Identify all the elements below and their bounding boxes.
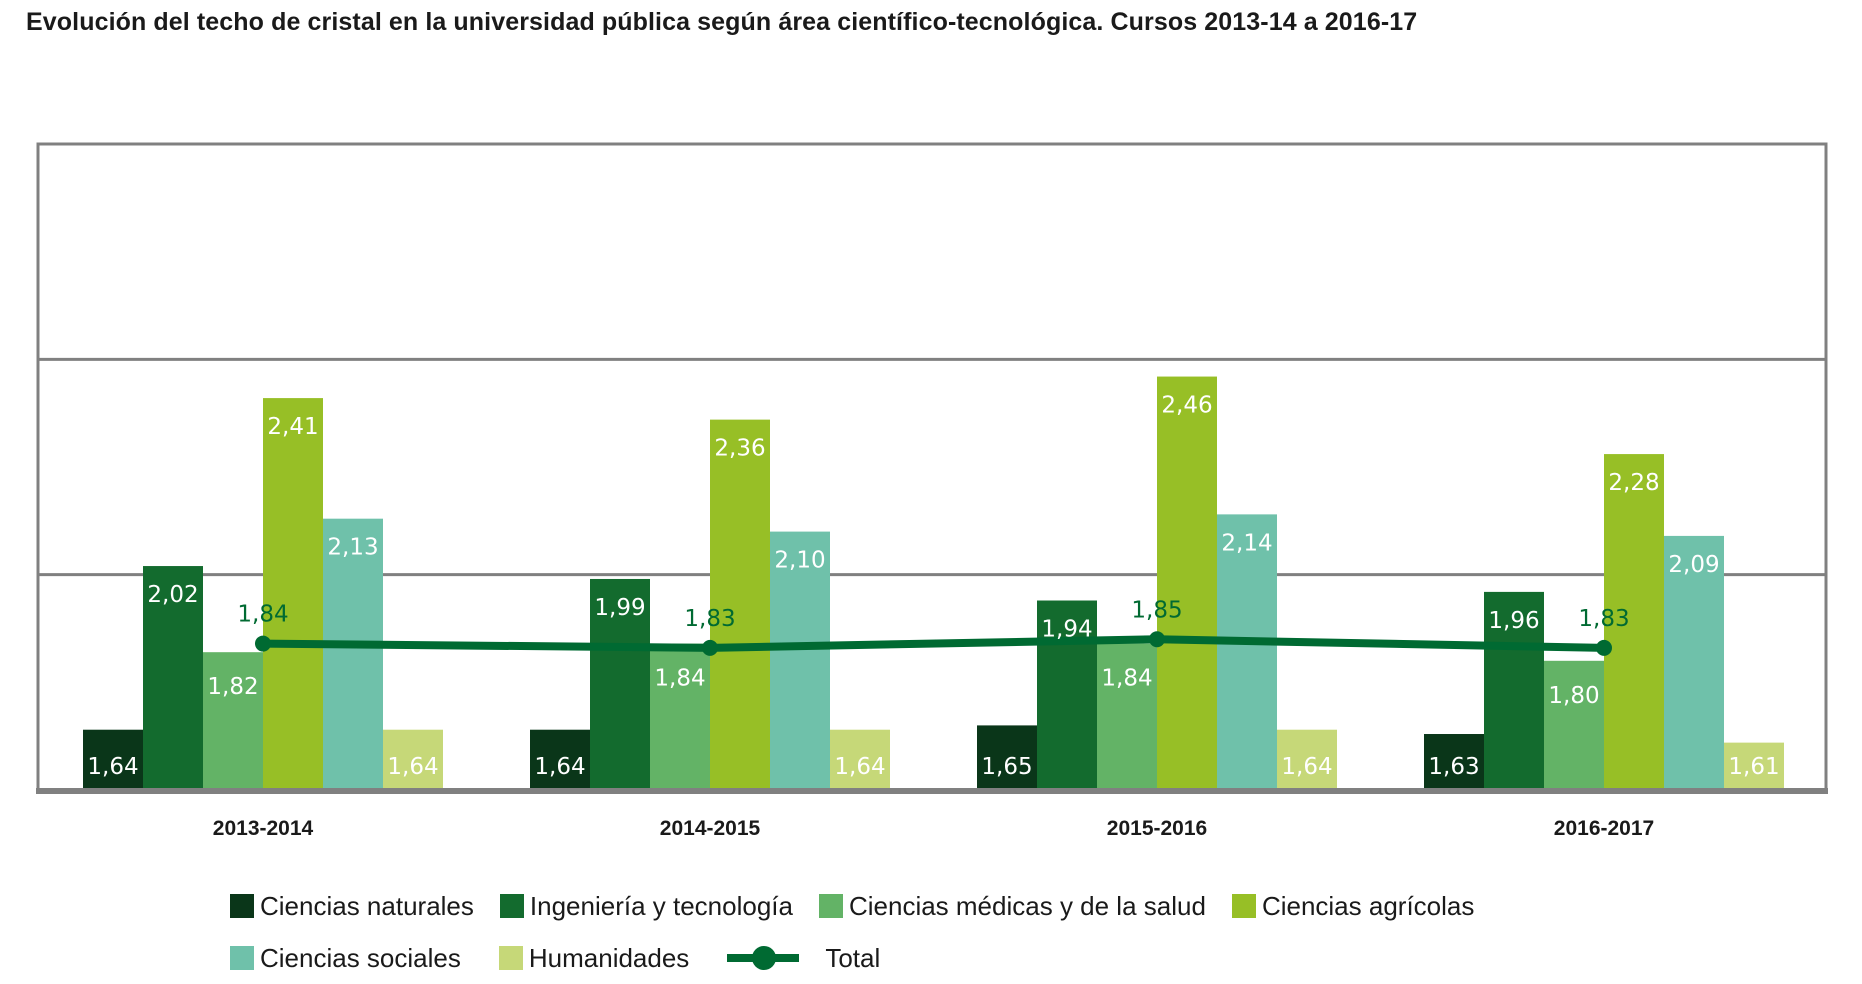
total-value-label: 1,83	[684, 606, 735, 632]
bar-value-label: 2,02	[147, 582, 198, 608]
legend-swatch	[818, 894, 843, 918]
legend-swatch	[1231, 894, 1256, 918]
bar	[383, 729, 443, 790]
legend-label: Ingeniería y tecnología	[529, 890, 793, 921]
bar	[1544, 660, 1604, 790]
bar-value-label: 1,82	[207, 674, 258, 700]
total-point	[1149, 631, 1165, 648]
bar-value-label: 1,94	[1041, 617, 1092, 643]
legend-swatch	[498, 946, 523, 970]
total-point	[1596, 639, 1612, 656]
chart-plot: 1,64 2,02 1,82 2,41 2,13 1,64 1,64 1,99 1,84 2,36…	[36, 142, 1828, 840]
bar-value-label: 2,14	[1221, 530, 1272, 556]
bar-value-label: 2,10	[774, 548, 825, 574]
bar	[977, 725, 1037, 790]
bar-value-label: 2,13	[327, 535, 378, 561]
labels-layer: 1,64 2,02 1,82 2,41 2,13 1,64 1,64 1,99 1,84 2,36…	[87, 393, 1779, 780]
bar	[830, 729, 890, 790]
total-value-label: 1,84	[237, 602, 288, 628]
bar	[710, 419, 770, 790]
bar	[1484, 591, 1544, 790]
legend-label: Ciencias agrícolas	[1261, 890, 1475, 921]
bar	[1037, 600, 1097, 790]
total-value-label: 1,83	[1578, 606, 1629, 632]
bar	[530, 729, 590, 790]
bar	[323, 518, 383, 790]
bar	[1604, 454, 1664, 790]
chart-title: Evolución del techo de cristal en la uni…	[26, 8, 1418, 36]
bar	[650, 643, 710, 790]
bar	[203, 652, 263, 790]
x-tick-label: 2016-2017	[1554, 817, 1654, 840]
bar-value-label: 1,61	[1728, 754, 1779, 780]
bar-value-label: 1,80	[1548, 683, 1599, 709]
legend-item-ciencias-sociales: Ciencias sociales	[230, 943, 461, 974]
legend: Ciencias naturales Ingeniería y tecnolog…	[230, 880, 1650, 984]
bar-value-label: 1,64	[87, 754, 138, 780]
bar-value-label: 1,64	[387, 754, 438, 780]
bar-value-label: 1,84	[654, 666, 705, 692]
bar	[1217, 514, 1277, 790]
legend-item-ingenieria: Ingeniería y tecnología	[499, 890, 793, 922]
bar-value-label: 2,41	[267, 414, 318, 440]
bar	[590, 578, 650, 790]
legend-row-1: Ciencias naturales Ingeniería y tecnolog…	[230, 880, 1650, 932]
bar-value-label: 2,28	[1608, 470, 1659, 496]
bar-value-label: 1,96	[1488, 608, 1539, 634]
x-tick-label: 2015-2016	[1107, 817, 1207, 840]
x-ticks-layer: 2013-2014 2014-2015 2015-2016 2016-2017	[213, 817, 1654, 840]
legend-item-total: Total	[727, 943, 880, 974]
total-point	[702, 639, 718, 656]
bar-value-label: 1,84	[1101, 666, 1152, 692]
legend-item-ciencias-agricolas: Ciencias agrícolas	[1231, 890, 1475, 922]
total-line-layer	[255, 631, 1612, 656]
total-point	[255, 635, 271, 652]
legend-label: Ciencias médicas y de la salud	[848, 890, 1206, 921]
legend-item-ciencias-naturales: Ciencias naturales	[230, 891, 474, 922]
legend-item-humanidades: Humanidades	[498, 942, 690, 974]
bar	[263, 398, 323, 790]
x-tick-label: 2013-2014	[213, 817, 314, 840]
bar-value-label: 2,09	[1668, 552, 1719, 578]
legend-item-ciencias-medicas: Ciencias médicas y de la salud	[818, 890, 1206, 922]
x-tick-label: 2014-2015	[660, 817, 761, 840]
bar-value-label: 2,46	[1161, 393, 1212, 419]
bars-layer	[83, 376, 1784, 790]
frame-layer	[36, 142, 1828, 794]
total-line	[262, 635, 1605, 652]
bar	[1724, 742, 1784, 790]
line-marker-icon	[727, 946, 800, 970]
bar	[143, 566, 203, 790]
legend-label: Total	[825, 942, 881, 973]
bar-value-label: 1,99	[594, 595, 645, 621]
bar-value-label: 1,65	[981, 754, 1032, 780]
legend-label: Humanidades	[528, 942, 690, 973]
bar	[83, 729, 143, 790]
bar	[770, 531, 830, 790]
bar	[1157, 376, 1217, 790]
bar	[1277, 729, 1337, 790]
legend-label: Ciencias naturales	[260, 890, 474, 921]
bar	[1097, 643, 1157, 790]
total-value-label: 1,85	[1131, 597, 1182, 623]
bar-value-label: 1,64	[834, 754, 885, 780]
bar-value-label: 2,36	[714, 436, 765, 462]
bar	[1424, 734, 1484, 790]
legend-swatch	[499, 894, 524, 918]
bar-value-label: 1,64	[534, 754, 585, 780]
bar-value-label: 1,64	[1281, 754, 1332, 780]
bar-value-label: 1,63	[1428, 754, 1479, 780]
legend-swatch	[230, 894, 254, 918]
legend-swatch	[230, 946, 254, 970]
bar	[1664, 535, 1724, 790]
legend-row-2: Ciencias sociales Humanidades Total	[230, 932, 1650, 984]
legend-label: Ciencias sociales	[260, 942, 461, 973]
